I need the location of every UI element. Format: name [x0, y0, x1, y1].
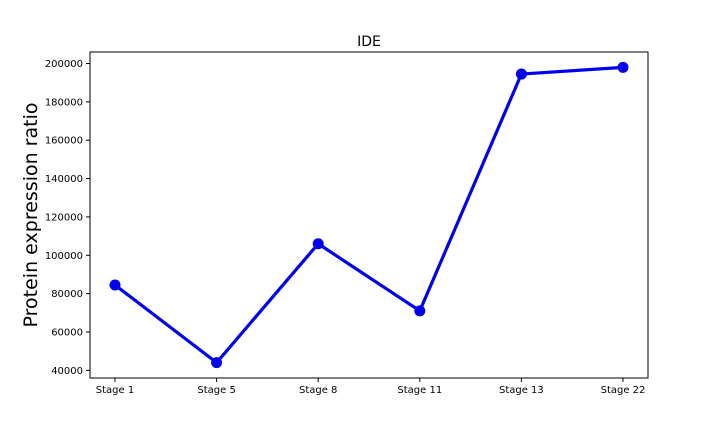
x-axis-ticks: Stage 1 Stage 5 Stage 8 Stage 11 Stage 13 Sta…: [96, 378, 646, 396]
data-point: [515, 68, 527, 80]
y-tick-label: 60000: [51, 327, 83, 338]
chart-title: IDE: [357, 34, 381, 50]
data-point: [312, 238, 324, 250]
y-tick-label: 40000: [51, 366, 83, 377]
series-group: [109, 61, 629, 369]
x-tick-label: Stage 5: [197, 385, 235, 396]
x-tick-label: Stage 11: [397, 385, 442, 396]
x-tick-label: Stage 22: [601, 385, 646, 396]
plot-frame: [89, 51, 649, 379]
x-tick-label: Stage 13: [499, 385, 544, 396]
y-axis-label: Protein expression ratio: [20, 103, 42, 328]
y-tick-label: 140000: [45, 174, 83, 185]
data-point: [211, 357, 223, 369]
y-tick-label: 180000: [45, 97, 83, 108]
data-point: [414, 305, 426, 317]
y-tick-label: 80000: [51, 289, 83, 300]
series-line: [113, 65, 625, 365]
y-tick-label: 200000: [45, 59, 83, 70]
y-tick-label: 100000: [45, 251, 83, 262]
y-tick-label: 160000: [45, 136, 83, 147]
data-point: [109, 279, 121, 291]
y-tick-label: 120000: [45, 212, 83, 223]
y-axis-ticks: 40000 60000 80000 100000 120000 140000 160000 1…: [45, 59, 90, 377]
data-point: [617, 61, 629, 73]
x-tick-label: Stage 1: [96, 385, 134, 396]
x-tick-label: Stage 8: [299, 385, 337, 396]
